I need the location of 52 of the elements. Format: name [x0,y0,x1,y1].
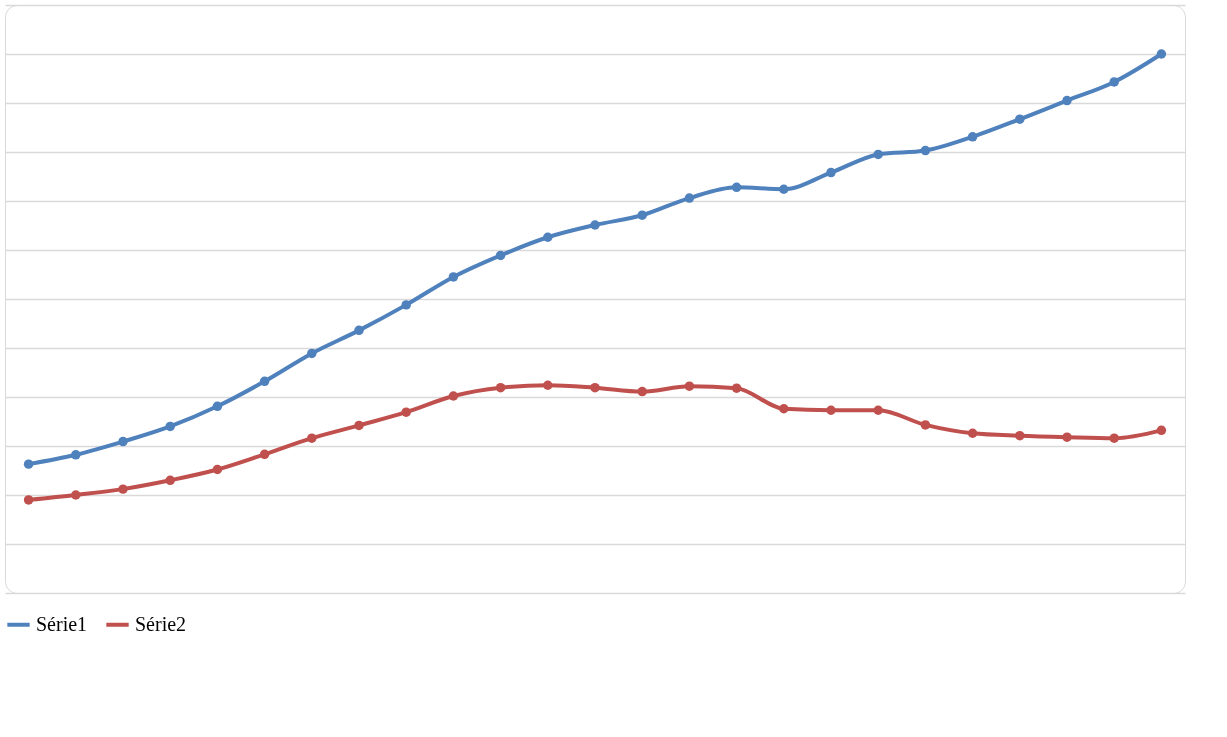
point [165,421,175,432]
point [259,376,270,387]
point [1015,114,1025,124]
point [23,459,34,469]
point [920,420,931,430]
point [731,182,742,193]
point [354,325,364,336]
point [118,436,128,447]
point [448,391,459,401]
point [401,407,411,417]
point [212,464,223,475]
point [637,386,647,397]
point [779,404,789,414]
point [259,449,270,460]
legend-label: Série2 [135,612,187,635]
point [307,348,317,359]
point [354,420,364,431]
point [165,475,175,486]
point [543,380,553,390]
point [71,450,81,460]
point [1156,425,1167,436]
point [23,495,34,505]
point [873,149,883,160]
point [1109,433,1119,443]
point [543,232,553,242]
point [1015,430,1025,441]
point [826,405,836,415]
point [1109,77,1119,87]
point [307,433,317,443]
legend-label: Série1 [36,612,88,635]
point [590,220,600,230]
point [967,428,978,438]
point [779,184,789,194]
point [684,381,695,391]
point [684,193,695,203]
point [590,382,600,393]
point [873,405,883,415]
point [448,272,459,282]
point [967,132,978,142]
point [1062,95,1072,106]
point [118,484,128,494]
point [401,300,411,310]
point [1062,432,1072,442]
point [495,382,506,393]
point [637,210,647,220]
point [920,145,931,156]
point [1156,49,1167,59]
point [212,401,223,412]
point [495,250,506,261]
point [826,167,836,178]
point [731,383,742,393]
point [71,490,81,500]
